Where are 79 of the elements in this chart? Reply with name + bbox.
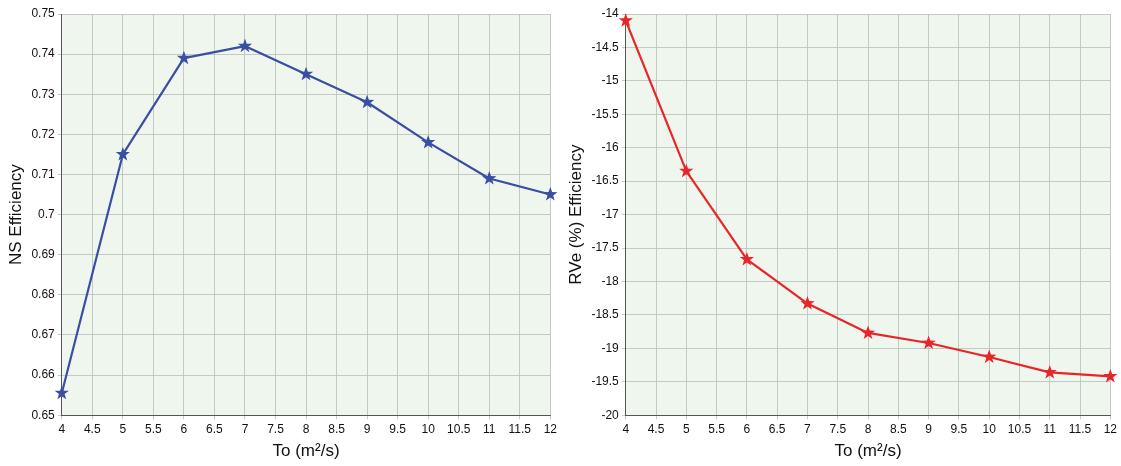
y-tick-label: -14.5 bbox=[591, 39, 620, 54]
y-axis-title: NS Efficiency bbox=[5, 163, 25, 265]
point bbox=[921, 335, 936, 350]
x-tick-label: 12 bbox=[1103, 421, 1118, 436]
x-tick-label: 10 bbox=[421, 421, 436, 436]
x-tick-label: 11.5 bbox=[508, 421, 532, 436]
x-tick-label: 7 bbox=[241, 421, 249, 436]
x-tick-label: 8.5 bbox=[328, 421, 346, 436]
x-tick-label: 11 bbox=[483, 421, 496, 436]
y-tick-label: -19 bbox=[601, 340, 620, 355]
point bbox=[237, 38, 253, 53]
x-tick-label: 5.5 bbox=[708, 421, 726, 436]
y-tick-label: 0.74 bbox=[31, 46, 56, 61]
x-tick-label: 8 bbox=[302, 421, 310, 436]
y-tick-label: 0.75 bbox=[31, 6, 56, 21]
point bbox=[482, 170, 497, 185]
y-tick-label: 0.72 bbox=[31, 126, 56, 141]
y-tick-label: 0.67 bbox=[31, 327, 56, 342]
point bbox=[298, 66, 314, 81]
x-tick-label: 4 bbox=[58, 421, 66, 436]
x-tick-label: 11.5 bbox=[1068, 421, 1092, 436]
x-axis-title: To (m²/s) bbox=[272, 441, 340, 461]
x-tick-label: 4.5 bbox=[83, 421, 101, 436]
x-tick-label: 12 bbox=[543, 421, 558, 436]
x-axis-title: To (m²/s) bbox=[834, 441, 902, 461]
point bbox=[176, 50, 192, 65]
y-tick-label: 0.69 bbox=[31, 247, 56, 262]
x-tick-label: 11 bbox=[1043, 421, 1057, 436]
y-tick-label: 0.68 bbox=[31, 287, 56, 302]
x-tick-label: 7 bbox=[804, 421, 812, 436]
x-tick-label: 10.5 bbox=[1007, 421, 1032, 436]
point bbox=[421, 134, 436, 149]
x-tick-label: 6 bbox=[180, 421, 188, 436]
y-tick-label: 0.65 bbox=[31, 407, 56, 422]
y-tick-label: -19.5 bbox=[591, 374, 620, 389]
point bbox=[543, 187, 558, 201]
x-tick-label: 6.5 bbox=[768, 421, 786, 436]
point bbox=[54, 385, 69, 400]
x-tick-label: 10 bbox=[982, 421, 997, 436]
x-tick-label: 4 bbox=[622, 421, 630, 436]
y-tick-label: -15 bbox=[601, 73, 620, 88]
x-tick-label: 6.5 bbox=[206, 421, 224, 436]
y-tick-label: -18.5 bbox=[591, 307, 620, 322]
x-tick-label: 10.5 bbox=[447, 421, 471, 436]
y-tick-label: -18 bbox=[601, 273, 620, 288]
x-tick-label: 5 bbox=[119, 421, 127, 436]
x-tick-label: 5.5 bbox=[145, 421, 163, 436]
y-tick-label: -17 bbox=[601, 206, 620, 221]
x-tick-label: 8.5 bbox=[889, 421, 907, 436]
x-tick-label: 4.5 bbox=[647, 421, 665, 436]
y-tick-label: -16.5 bbox=[591, 173, 620, 188]
x-tick-label: 8 bbox=[864, 421, 872, 436]
point bbox=[739, 251, 755, 266]
y-tick-label: 0.66 bbox=[31, 367, 56, 382]
point bbox=[800, 296, 815, 310]
x-tick-label: 9.5 bbox=[950, 421, 968, 436]
x-tick-label: 7.5 bbox=[829, 421, 847, 436]
y-tick-label: 0.71 bbox=[31, 166, 56, 181]
x-tick-label: 5 bbox=[682, 421, 690, 436]
point bbox=[1103, 368, 1118, 383]
y-tick-label: -16 bbox=[601, 140, 620, 155]
y-axis-title: RVe (%) Efficiency bbox=[565, 144, 585, 285]
point bbox=[115, 146, 130, 161]
x-tick-label: 6 bbox=[743, 421, 751, 436]
x-tick-label: 9.5 bbox=[389, 421, 407, 436]
x-tick-label: 7.5 bbox=[267, 421, 285, 436]
y-tick-label: 0.73 bbox=[31, 86, 56, 101]
x-tick-label: 9 bbox=[925, 421, 933, 436]
point bbox=[359, 94, 375, 109]
x-tick-label: 9 bbox=[363, 421, 371, 436]
point bbox=[679, 163, 694, 178]
y-tick-label: -17.5 bbox=[591, 240, 620, 255]
y-tick-label: -15.5 bbox=[591, 106, 620, 121]
point bbox=[860, 325, 876, 340]
y-tick-label: 0.7 bbox=[38, 206, 56, 221]
point bbox=[982, 349, 997, 364]
y-tick-label: -20 bbox=[601, 407, 620, 422]
point bbox=[618, 13, 633, 27]
y-tick-label: -14 bbox=[601, 6, 620, 21]
